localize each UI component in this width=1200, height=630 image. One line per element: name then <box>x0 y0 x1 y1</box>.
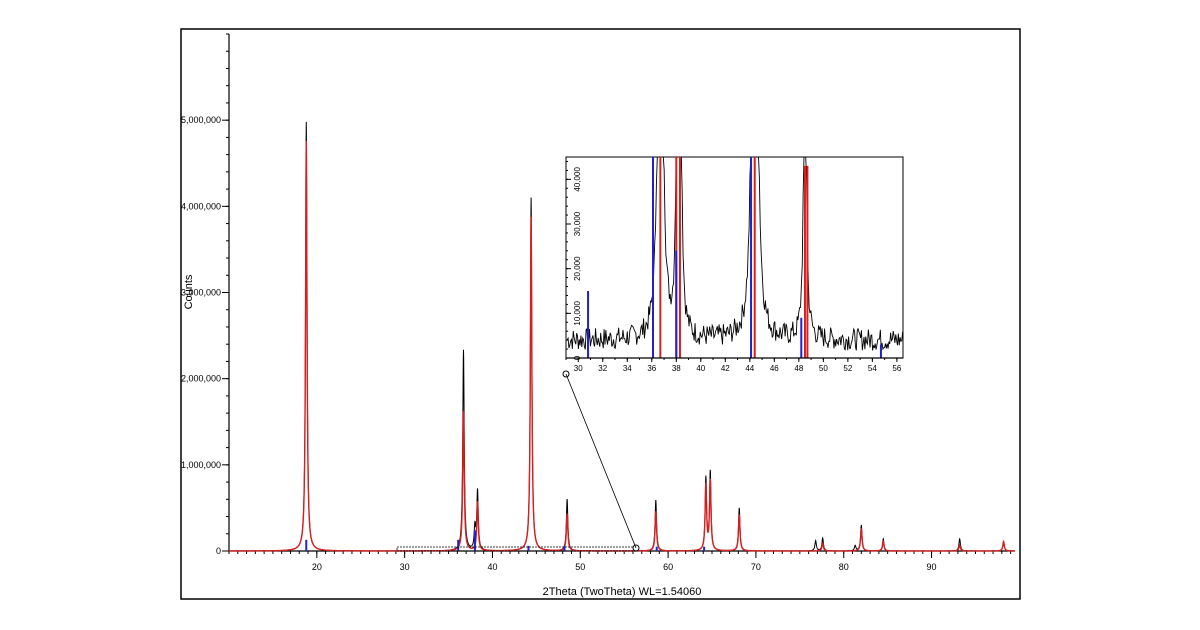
zoom-indicator <box>396 370 640 552</box>
inset-x-tick-label: 56 <box>892 364 901 373</box>
main-y-ticks: 0 1,000,000 2,000,000 3,000,000 4,000,000 5,0… <box>181 115 229 556</box>
inset-x-tick-label: 32 <box>598 364 607 373</box>
main-x-tick-label: 60 <box>663 562 673 572</box>
inset-x-tick-label: 40 <box>696 364 705 373</box>
inset-x-tick-label: 44 <box>745 364 754 373</box>
inset-y-tick-label: 0 <box>573 355 582 360</box>
inset-x-tick-label: 42 <box>721 364 730 373</box>
inset-x-tick-label: 46 <box>770 364 779 373</box>
inset-x-ticks: 30 32 34 36 38 40 42 44 46 48 50 52 54 56 <box>565 358 902 373</box>
main-x-tick-label: 80 <box>839 562 849 572</box>
inset-plot: 0 10,000 20,000 30,000 40,000 30 32 34 36 38 40 42… <box>565 156 904 373</box>
inset-x-tick-label: 50 <box>819 364 828 373</box>
inset-x-tick-label: 38 <box>672 364 681 373</box>
main-y-tick-label: 5,000,000 <box>181 115 221 125</box>
zoom-connector-line <box>565 373 637 549</box>
main-y-tick-label: 0 <box>216 546 221 556</box>
inset-x-tick-label: 30 <box>574 364 583 373</box>
inset-x-tick-label: 34 <box>623 364 632 373</box>
inset-x-tick-label: 54 <box>868 364 877 373</box>
inset-y-tick-label: 20,000 <box>573 256 582 281</box>
main-x-tick-label: 20 <box>312 562 322 572</box>
main-x-tick-label: 90 <box>927 562 937 572</box>
main-x-tick-label: 50 <box>575 562 585 572</box>
inset-y-tick-label: 40,000 <box>573 167 582 192</box>
main-y-tick-label: 4,000,000 <box>181 201 221 211</box>
main-x-axis-label: 2Theta (TwoTheta) WL=1.54060 <box>543 586 702 598</box>
inset-x-tick-label: 52 <box>843 364 852 373</box>
inset-x-tick-label: 36 <box>647 364 656 373</box>
inset-y-tick-label: 10,000 <box>573 301 582 326</box>
inset-x-tick-label: 48 <box>794 364 803 373</box>
main-y-axis-label: Counts <box>183 274 195 309</box>
inset-frame <box>565 156 904 359</box>
main-y-tick-label: 1,000,000 <box>181 460 221 470</box>
main-x-ticks: 20 30 40 50 60 70 80 90 <box>312 551 937 572</box>
main-y-tick-label: 2,000,000 <box>181 374 221 384</box>
inset-observed-line <box>566 156 904 351</box>
inset-y-tick-label: 30,000 <box>573 211 582 236</box>
inset-y-ticks: 0 10,000 20,000 30,000 40,000 <box>566 160 582 360</box>
inset-series-group <box>566 156 904 358</box>
main-y-tick-label: 3,000,000 <box>181 288 221 298</box>
main-x-tick-label: 40 <box>487 562 497 572</box>
main-x-tick-label: 70 <box>751 562 761 572</box>
main-plot: 0 1,000,000 2,000,000 3,000,000 4,000,000 5,0… <box>181 33 1015 598</box>
main-x-tick-label: 30 <box>400 562 410 572</box>
